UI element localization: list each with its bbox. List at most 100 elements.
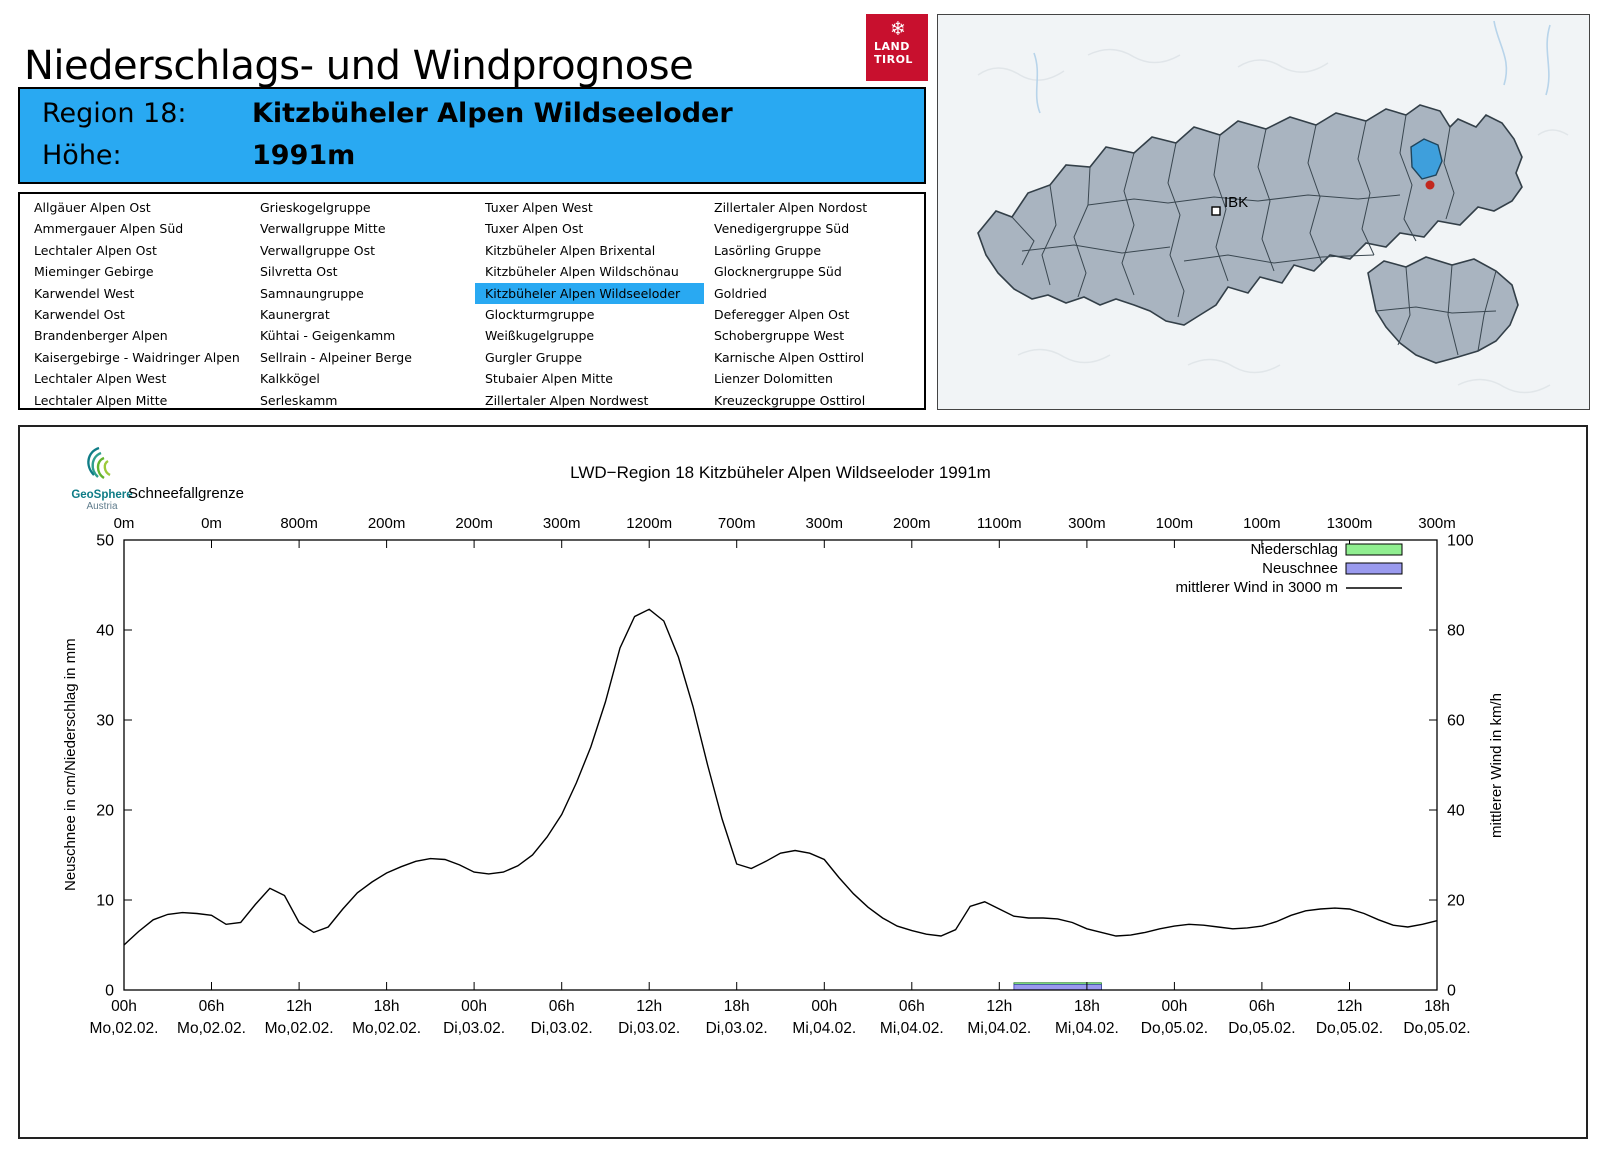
region-list: Allgäuer Alpen Ost Ammergauer Alpen Süd Le… <box>18 192 926 410</box>
region-list-item[interactable]: Samnaungruppe <box>260 285 364 301</box>
region-list-item[interactable]: Weißkugelgruppe <box>485 328 595 344</box>
schneefallgrenze-value: 200m <box>893 515 931 532</box>
schneefallgrenze-value: 1200m <box>626 515 672 532</box>
region-list-item[interactable]: Kaunergrat <box>260 306 330 322</box>
x-tick-date: Do,05.02. <box>1403 1020 1470 1037</box>
schneefallgrenze-value: 700m <box>718 515 756 532</box>
region-list-item[interactable]: Allgäuer Alpen Ost <box>34 200 151 215</box>
x-tick-time: 12h <box>1337 998 1363 1015</box>
region-list-item[interactable]: Karwendel Ost <box>34 306 125 322</box>
x-tick-time: 00h <box>461 998 487 1015</box>
geosphere-name: GeoSphere <box>71 489 133 501</box>
chart-title: LWD−Region 18 Kitzbüheler Alpen Wildseel… <box>570 463 991 482</box>
region-list-item[interactable]: Lechtaler Alpen West <box>34 371 167 387</box>
y-tick-left: 20 <box>96 803 114 820</box>
region-list-item[interactable]: Deferegger Alpen Ost <box>714 306 850 322</box>
schneefallgrenze-label: Schneefallgrenze <box>128 485 244 502</box>
y-tick-left: 30 <box>96 713 114 730</box>
region-list-item[interactable]: Brandenberger Alpen <box>34 328 168 344</box>
region-list-item[interactable]: Venedigergruppe Süd <box>714 221 850 237</box>
region-list-item[interactable]: Mieminger Gebirge <box>34 264 154 280</box>
region-list-item[interactable]: Grieskogelgruppe <box>260 200 371 215</box>
brand-line1: LAND <box>874 40 910 53</box>
region-list-item[interactable]: Silvretta Ost <box>260 264 338 280</box>
region-list-item[interactable]: Kreuzeckgruppe Osttirol <box>714 392 866 408</box>
region-list-item[interactable]: Lechtaler Alpen Mitte <box>34 392 168 408</box>
x-tick-time: 18h <box>374 998 400 1015</box>
region-list-item[interactable]: Karnische Alpen Osttirol <box>714 349 865 365</box>
region-list-item[interactable]: Karwendel West <box>34 285 135 301</box>
y-tick-left: 0 <box>105 983 114 1000</box>
snowflake-icon: ❄ <box>890 18 906 40</box>
x-tick-date: Di,03.02. <box>443 1020 505 1037</box>
x-tick-date: Do,05.02. <box>1228 1020 1295 1037</box>
wind-line <box>123 608 1438 946</box>
page-title: Niederschlags- und Windprognose <box>24 42 694 89</box>
y-tick-right: 60 <box>1447 713 1465 730</box>
x-tick-time: 00h <box>111 998 137 1015</box>
x-tick-time: 06h <box>199 998 225 1015</box>
x-tick-date: Mi,04.02. <box>967 1020 1031 1037</box>
region-list-item[interactable]: Lasörling Gruppe <box>714 242 822 258</box>
x-tick-date: Mo,02.02. <box>177 1020 246 1037</box>
legend-label: mittlerer Wind in 3000 m <box>1175 579 1338 596</box>
region-list-item-selected[interactable]: Kitzbüheler Alpen Wildseeloder <box>475 282 704 304</box>
schneefallgrenze-value: 0m <box>201 515 222 532</box>
x-tick-time: 18h <box>1424 998 1450 1015</box>
x-tick-time: 18h <box>1074 998 1100 1015</box>
x-tick-date: Di,03.02. <box>706 1020 768 1037</box>
region-label: Region 18: <box>42 98 187 129</box>
brand-line2: TIROL <box>874 53 913 66</box>
y-tick-right: 100 <box>1447 533 1474 550</box>
schneefallgrenze-value: 200m <box>455 515 493 532</box>
x-tick-time: 18h <box>724 998 750 1015</box>
x-tick-date: Mo,02.02. <box>265 1020 334 1037</box>
region-list-column-2: Grieskogelgruppe Verwallgruppe Mitte Verwa… <box>250 197 475 411</box>
region-list-item[interactable]: Zillertaler Alpen Nordwest <box>485 392 649 408</box>
forecast-chart-panel: GeoSphere Austria LWD−Region 18 Kitzbühe… <box>18 425 1588 1139</box>
region-list-item[interactable]: Tuxer Alpen Ost <box>485 221 584 237</box>
x-tick-date: Mi,04.02. <box>1055 1020 1119 1037</box>
region-list-item[interactable]: Lienzer Dolomitten <box>714 371 833 387</box>
y-tick-right: 20 <box>1447 893 1465 910</box>
selected-region-highlight[interactable] <box>1410 138 1443 180</box>
region-list-item[interactable]: Schobergruppe West <box>714 328 845 344</box>
neuschnee-bar <box>1013 984 1102 991</box>
y-tick-left: 50 <box>96 533 114 550</box>
region-list-item[interactable]: Gurgler Gruppe <box>485 349 583 365</box>
region-list-item[interactable]: Ammergauer Alpen Süd <box>34 221 184 237</box>
x-tick-time: 06h <box>1249 998 1275 1015</box>
region-name: Kitzbüheler Alpen Wildseeloder <box>252 98 733 129</box>
region-list-item[interactable]: Verwallgruppe Mitte <box>260 221 386 237</box>
region-list-item[interactable]: Lechtaler Alpen Ost <box>34 242 157 258</box>
north-tirol-region <box>977 104 1523 326</box>
region-list-item[interactable]: Goldried <box>714 285 767 301</box>
region-list-item[interactable]: Serleskamm <box>260 392 338 408</box>
region-list-item[interactable]: Verwallgruppe Ost <box>260 242 376 258</box>
schneefallgrenze-value: 300m <box>1418 515 1456 532</box>
geosphere-country: Austria <box>86 501 118 512</box>
region-list-item[interactable]: Sellrain - Alpeiner Berge <box>260 349 412 365</box>
region-list-item[interactable]: Kaisergebirge - Waidringer Alpen <box>34 349 240 365</box>
geosphere-swirl-icon <box>87 446 111 480</box>
region-list-item[interactable]: Tuxer Alpen West <box>485 200 593 215</box>
region-list-item[interactable]: Glockturmgruppe <box>485 306 595 322</box>
chart-plot: 00h Mo,02.02. 0m 06h Mo,02.02. 0m 12h Mo,02.02.… <box>90 515 1474 1037</box>
ibk-label: IBK <box>1224 194 1248 211</box>
legend-label: Neuschnee <box>1262 560 1338 577</box>
x-tick-date: Mi,04.02. <box>880 1020 944 1037</box>
region-list-item[interactable]: Glocknergruppe Süd <box>714 264 842 280</box>
region-list-item[interactable]: Kitzbüheler Alpen Brixental <box>485 242 656 258</box>
tirol-map[interactable]: IBK <box>937 14 1590 410</box>
legend-swatch <box>1345 543 1403 556</box>
geosphere-logo: GeoSphere Austria <box>54 443 150 521</box>
region-list-item[interactable]: Kitzbüheler Alpen Wildschönau <box>485 264 679 280</box>
region-list-item[interactable]: Zillertaler Alpen Nordost <box>714 200 868 215</box>
region-list-item[interactable]: Kühtai - Geigenkamm <box>260 328 396 344</box>
region-list-item[interactable]: Stubaier Alpen Mitte <box>485 371 613 387</box>
x-tick-date: Mi,04.02. <box>792 1020 856 1037</box>
region-list-item[interactable]: Kalkkögel <box>260 371 320 387</box>
hoehe-value: 1991m <box>252 140 356 171</box>
region-list-column-3: Tuxer Alpen West Tuxer Alpen Ost Kitzbühel… <box>475 197 704 411</box>
schneefallgrenze-value: 300m <box>1068 515 1106 532</box>
